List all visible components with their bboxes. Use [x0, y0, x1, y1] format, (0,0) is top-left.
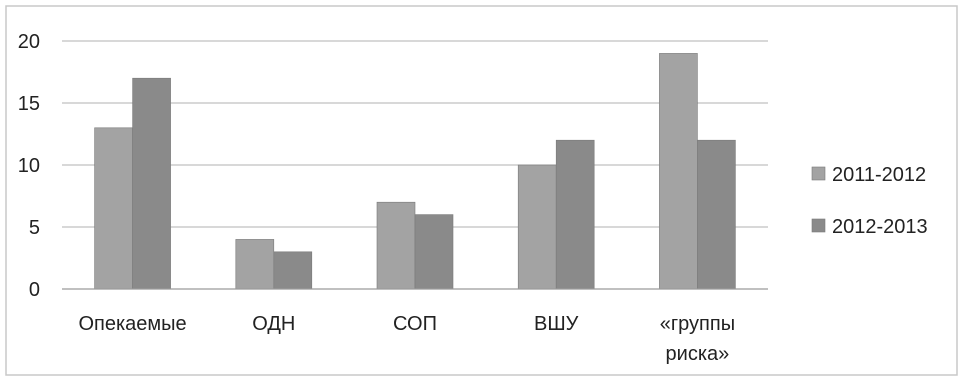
x-tick-label: ОДН	[252, 313, 295, 335]
bar-series2-category2	[273, 251, 313, 290]
legend-label-1: 2011-2012	[832, 164, 926, 186]
x-tick-label: риска»	[666, 343, 730, 365]
bar-series2-category4	[555, 139, 595, 290]
y-tick-label: 15	[18, 93, 40, 115]
bar-series1-category2	[235, 239, 275, 290]
y-tick-label: 20	[18, 31, 40, 53]
bars	[94, 53, 736, 290]
bar-series2-category5	[697, 139, 736, 290]
x-tick-label: Опекаемые	[78, 313, 186, 335]
bar-series2-category1	[132, 77, 171, 290]
legend: 2011-2012 2012-2013	[811, 164, 928, 238]
y-tick-label: 0	[29, 279, 40, 301]
bar-series1-category5	[659, 53, 698, 290]
bar-series2-category3	[414, 214, 454, 290]
x-tick-label: ВШУ	[534, 313, 579, 335]
x-axis-tick-labels: Опекаемые ОДН СОП ВШУ «группы риска»	[78, 313, 735, 365]
y-tick-label: 5	[29, 217, 40, 239]
bar-series1-category1	[94, 127, 133, 290]
x-tick-label: СОП	[393, 313, 437, 335]
x-tick-label: «группы	[660, 313, 735, 335]
legend-swatch-1	[811, 166, 826, 181]
y-tick-label: 10	[18, 155, 40, 177]
bar-series1-category4	[517, 164, 557, 290]
y-axis-tick-labels: 0 5 10 15 20	[18, 31, 40, 301]
legend-label-2: 2012-2013	[832, 216, 928, 238]
legend-swatch-2	[811, 218, 826, 233]
bar-series1-category3	[376, 201, 416, 290]
